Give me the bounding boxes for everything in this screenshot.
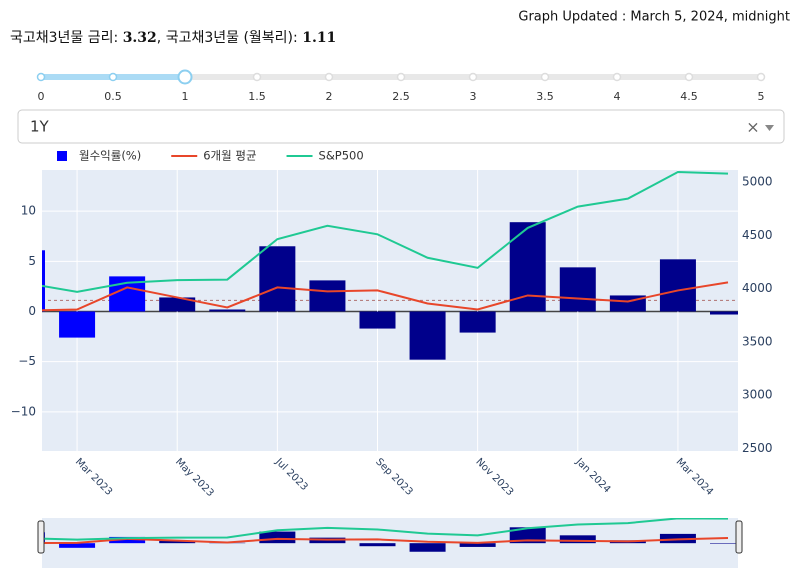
y-tick-label: 0 [28,304,36,318]
y-tick-label: 10 [21,204,36,218]
bar [459,311,496,333]
rangeslider-plot [42,518,738,552]
legend-label: 월수익률(%) [79,149,141,163]
x-tick-label: Mar 2023 [73,456,114,497]
y2-tick-label: 4000 [742,281,773,295]
range-handle[interactable] [735,520,743,554]
bar [209,309,246,312]
monthly-value: 1.11 [302,30,336,46]
y2-tick-label: 5000 [742,175,773,189]
bar [159,297,196,312]
slider-dot [324,72,334,82]
slider-label: 3 [470,90,477,103]
line [42,518,729,541]
slider-label: 3.5 [536,90,554,103]
slider-label: 1.5 [248,90,266,103]
y2-tick-label: 2500 [742,441,773,455]
bar [509,527,546,544]
slider-label: 2.5 [392,90,410,103]
slider[interactable]: 0 0.5 1 1.5 2 2.5 3 3.5 4 4.5 5 [36,69,766,104]
dropdown[interactable] [17,109,785,144]
y-tick-label: −10 [11,404,36,418]
bar [109,536,146,544]
legend-swatch [57,151,67,161]
plot [42,171,738,360]
y2-tick-label: 3500 [742,334,773,348]
rate-value: 3.32 [123,30,157,46]
dropdown-clear[interactable]: × [746,118,759,137]
x-tick-label: Mar 2024 [674,456,715,497]
slider-dot [684,72,694,82]
bar [259,531,296,544]
slider-label: 0 [38,90,45,103]
bar [559,267,596,312]
slider-label: 2 [326,90,333,103]
legend-label: 6개월 평균 [203,149,256,163]
x-tick-label: Jan 2024 [573,456,613,496]
rate-label: 국고채3년물 금리: [10,30,118,46]
line [42,281,729,312]
dropdown-value: 1Y [30,118,50,136]
line [42,171,729,293]
bar [359,543,396,547]
bar [710,311,738,315]
legend: 월수익률(%) 6개월 평균 S&P500 [57,149,364,163]
bar [59,543,96,548]
bar [659,259,696,312]
slider-label: 1 [182,90,189,103]
slider-label: 4.5 [680,90,698,103]
slider-dot [396,72,406,82]
bar [459,543,496,547]
x-tick-label: Nov 2023 [473,456,515,498]
x-tick-label: May 2023 [173,456,216,499]
y2-tick-label: 3000 [742,388,773,402]
slider-dot [252,72,262,82]
bar [359,311,396,329]
line [42,537,729,544]
slider-dot [540,72,550,82]
y-tick-label: 5 [28,254,36,268]
bar [559,535,596,544]
x-tick-label: Sep 2023 [373,456,414,497]
bar [409,543,446,552]
bar [42,250,45,312]
bar [159,540,196,544]
y2-tick-label: 4500 [742,228,773,242]
bar [309,280,346,312]
slider-label: 0.5 [104,90,122,103]
range-handle[interactable] [37,520,45,554]
updated-note: Graph Updated : March 5, 2024, midnight [518,10,790,25]
slider-label: 5 [758,90,765,103]
bar [710,543,738,544]
dropdown-arrow[interactable] [765,125,774,131]
bar [259,246,296,312]
slider-handle[interactable] [177,69,193,85]
slider-dot [468,72,478,82]
monthly-label: 국고채3년물 (월복리): [166,30,298,46]
x-tick-label: Jul 2023 [272,456,309,493]
slider-dot [756,72,766,82]
rate-summary: 국고채3년물 금리: 3.32, 국고채3년물 (월복리): 1.11 [10,30,336,46]
slider-dot [36,72,46,82]
legend-label: S&P500 [319,149,364,163]
slider-label: 4 [614,90,621,103]
y-tick-label: −5 [18,354,36,368]
slider-dot [612,72,622,82]
slider-dot [108,72,118,82]
bar [409,311,446,360]
bar [59,311,96,338]
